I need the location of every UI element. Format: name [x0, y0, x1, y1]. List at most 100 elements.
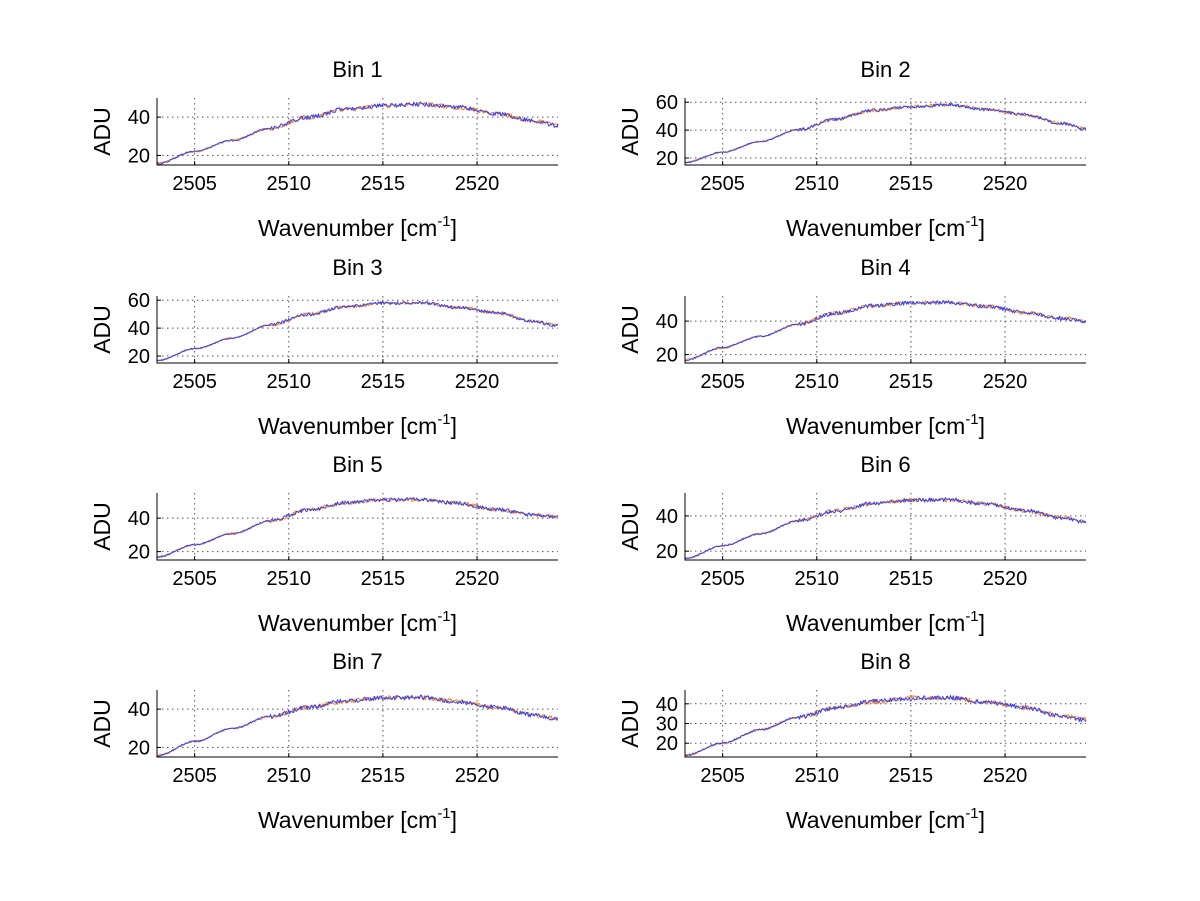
x-tick-label: 2520 [983, 173, 1028, 195]
subplot-title: Bin 1 [332, 57, 382, 82]
x-axis-label: Wavenumber [cm-1] [258, 213, 457, 241]
y-axis-label: ADU [617, 107, 643, 156]
subplot-title: Bin 6 [860, 452, 910, 477]
series-line [684, 300, 1087, 361]
y-tick-label: 40 [656, 506, 678, 528]
subplot-bin-6: 2505 2510 2515 2520 20 40 Bin 6 Wavenumber [cm-… [617, 452, 1087, 636]
x-tick-label: 2515 [889, 568, 934, 590]
x-tick-label: 2510 [795, 371, 840, 393]
subplot-bin-4: 2505 2510 2515 2520 20 40 Bin 4 Wavenumber [cm-… [617, 255, 1087, 439]
x-tick-label: 2510 [795, 765, 840, 787]
x-axis-label: Wavenumber [cm-1] [786, 805, 985, 833]
x-tick-label: 2505 [700, 371, 745, 393]
x-tick-label: 2505 [172, 371, 217, 393]
x-tick-label: 2520 [455, 568, 500, 590]
x-tick-label: 2520 [455, 371, 500, 393]
y-axis-label: ADU [89, 107, 115, 156]
y-tick-label: 20 [128, 542, 150, 564]
y-tick-label: 20 [656, 345, 678, 367]
series-line [156, 497, 559, 558]
y-axis-label: ADU [89, 305, 115, 354]
axes-frame [156, 493, 558, 561]
x-tick-label: 2515 [361, 371, 406, 393]
y-tick-label: 20 [656, 733, 678, 755]
subplot-title: Bin 2 [860, 57, 910, 82]
x-axis-label: Wavenumber [cm-1] [786, 213, 985, 241]
y-tick-label: 30 [656, 714, 678, 736]
series-line [684, 103, 1087, 164]
y-axis-label: ADU [617, 502, 643, 551]
axes-frame [684, 98, 1086, 166]
series-line [156, 695, 559, 757]
x-tick-label: 2520 [455, 765, 500, 787]
y-tick-label: 20 [656, 148, 678, 170]
subplot-title: Bin 5 [332, 452, 382, 477]
subplot-title: Bin 7 [332, 649, 382, 674]
series-line [684, 497, 1087, 559]
y-tick-label: 40 [656, 311, 678, 333]
x-tick-label: 2505 [700, 765, 745, 787]
x-tick-label: 2505 [700, 568, 745, 590]
x-axis-label: Wavenumber [cm-1] [258, 608, 457, 636]
x-tick-label: 2520 [983, 371, 1028, 393]
axes-frame [684, 296, 1086, 364]
y-tick-label: 40 [128, 318, 150, 340]
x-tick-label: 2510 [267, 765, 312, 787]
x-tick-label: 2515 [889, 765, 934, 787]
y-axis-label: ADU [617, 699, 643, 748]
x-tick-label: 2520 [983, 765, 1028, 787]
axes-frame [156, 690, 558, 758]
y-tick-label: 40 [128, 508, 150, 530]
x-tick-label: 2510 [267, 173, 312, 195]
y-tick-label: 20 [128, 346, 150, 368]
series-line [684, 695, 1087, 757]
x-tick-label: 2515 [361, 765, 406, 787]
series-line [156, 301, 558, 362]
x-tick-label: 2515 [361, 568, 406, 590]
y-tick-label: 20 [656, 541, 678, 563]
series-line [684, 102, 1087, 164]
series-line [157, 301, 559, 361]
x-tick-label: 2520 [983, 568, 1028, 590]
y-tick-label: 40 [656, 694, 678, 716]
y-axis-label: ADU [89, 699, 115, 748]
subplot-bin-1: 2505 2510 2515 2520 20 40 Bin 1 Wavenumber [cm-… [89, 57, 559, 241]
x-tick-label: 2510 [267, 568, 312, 590]
subplot-title: Bin 4 [860, 255, 910, 280]
subplot-title: Bin 3 [332, 255, 382, 280]
y-tick-label: 20 [128, 145, 150, 167]
axes-frame [684, 493, 1086, 561]
y-tick-label: 60 [656, 92, 678, 114]
x-tick-label: 2510 [795, 173, 840, 195]
series-line [156, 694, 559, 757]
subplot-bin-7: 2505 2510 2515 2520 20 40 Bin 7 Wavenumber [cm-… [89, 649, 559, 833]
x-axis-label: Wavenumber [cm-1] [786, 608, 985, 636]
x-axis-label: Wavenumber [cm-1] [786, 411, 985, 439]
x-axis-label: Wavenumber [cm-1] [258, 805, 457, 833]
x-axis-label: Wavenumber [cm-1] [258, 411, 457, 439]
subplot-title: Bin 8 [860, 649, 910, 674]
y-tick-label: 40 [656, 120, 678, 142]
y-tick-label: 40 [128, 699, 150, 721]
subplot-bin-3: 2505 2510 2515 2520 20 40 60 Bin 3 Wavenumber [c… [89, 255, 559, 439]
subplot-bin-2: 2505 2510 2515 2520 20 40 60 Bin 2 Wavenumber [c… [617, 57, 1087, 241]
x-tick-label: 2510 [267, 371, 312, 393]
x-tick-label: 2505 [172, 173, 217, 195]
series-line [156, 101, 559, 164]
axes-frame [684, 690, 1086, 758]
x-tick-label: 2515 [889, 173, 934, 195]
x-tick-label: 2505 [172, 765, 217, 787]
series-line [684, 497, 1087, 560]
y-tick-label: 60 [128, 290, 150, 312]
y-axis-label: ADU [89, 502, 115, 551]
axes-frame [156, 98, 558, 166]
x-tick-label: 2505 [700, 173, 745, 195]
axes-frame [156, 296, 558, 364]
x-tick-label: 2520 [455, 173, 500, 195]
series-line [156, 101, 559, 165]
series-line [156, 497, 559, 558]
y-axis-label: ADU [617, 305, 643, 354]
y-tick-label: 20 [128, 737, 150, 759]
